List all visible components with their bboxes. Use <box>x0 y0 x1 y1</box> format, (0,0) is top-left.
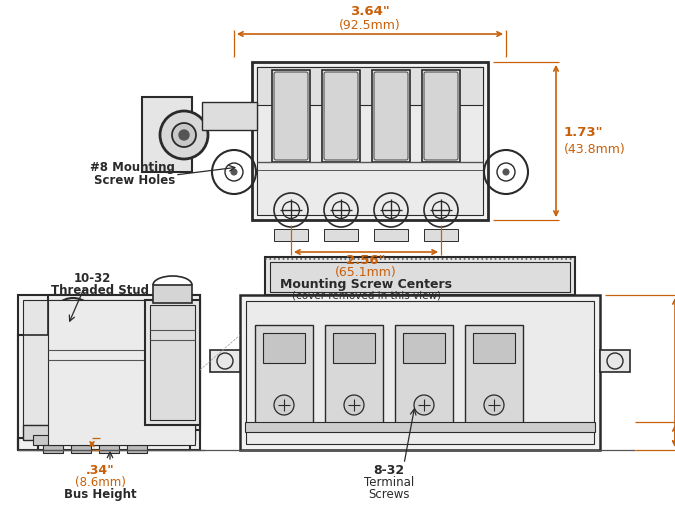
Bar <box>145 300 200 425</box>
Bar <box>324 229 358 241</box>
Text: Bus Height: Bus Height <box>63 488 136 501</box>
Text: (8.6mm): (8.6mm) <box>74 476 126 489</box>
Bar <box>255 325 313 425</box>
Text: (43.8mm): (43.8mm) <box>564 142 626 156</box>
Bar <box>23 425 195 440</box>
Bar <box>245 422 595 432</box>
Text: .34": .34" <box>86 464 114 477</box>
Bar <box>202 102 257 130</box>
Text: 2.56": 2.56" <box>346 254 385 267</box>
Text: Mounting Screw Centers: Mounting Screw Centers <box>280 278 452 291</box>
Circle shape <box>60 307 86 333</box>
Bar <box>265 257 575 295</box>
Circle shape <box>179 130 189 140</box>
Bar <box>395 325 453 425</box>
Text: (cover removed in this view): (cover removed in this view) <box>292 290 441 300</box>
Circle shape <box>274 395 294 415</box>
Circle shape <box>172 123 196 147</box>
Bar <box>325 325 383 425</box>
Circle shape <box>503 169 509 175</box>
Bar <box>43 445 63 453</box>
Text: #8 Mounting: #8 Mounting <box>90 161 175 174</box>
Bar <box>18 295 200 450</box>
Bar <box>23 300 155 425</box>
Text: 10-32: 10-32 <box>74 271 111 285</box>
Bar <box>257 67 483 215</box>
Text: 3.64": 3.64" <box>350 5 390 18</box>
Bar <box>465 325 523 425</box>
Bar <box>246 301 594 444</box>
Bar <box>142 97 192 172</box>
Bar <box>424 229 458 241</box>
Text: Screw Holes: Screw Holes <box>94 174 175 188</box>
Bar <box>274 229 308 241</box>
Text: Terminal: Terminal <box>364 476 414 489</box>
Circle shape <box>231 169 237 175</box>
Text: Screws: Screws <box>369 488 410 501</box>
Bar <box>240 295 600 450</box>
FancyBboxPatch shape <box>274 72 308 160</box>
Bar <box>33 435 185 445</box>
Bar <box>257 67 483 105</box>
Bar <box>263 333 305 363</box>
Bar <box>272 70 310 162</box>
Bar <box>333 333 375 363</box>
Bar <box>99 445 119 453</box>
Text: 8-32: 8-32 <box>373 464 404 477</box>
Bar <box>403 333 445 363</box>
Text: Threaded Stud: Threaded Stud <box>51 285 149 298</box>
Circle shape <box>414 395 434 415</box>
Bar <box>48 300 195 445</box>
Bar <box>473 333 515 363</box>
Bar <box>270 262 570 292</box>
Bar <box>153 285 192 303</box>
Bar <box>374 229 408 241</box>
Bar <box>71 445 91 453</box>
Bar <box>210 350 240 372</box>
Bar <box>127 445 147 453</box>
Polygon shape <box>18 295 200 450</box>
FancyBboxPatch shape <box>424 72 458 160</box>
Circle shape <box>51 298 95 342</box>
Bar <box>150 305 195 420</box>
FancyBboxPatch shape <box>324 72 358 160</box>
Text: 1.73": 1.73" <box>564 126 603 139</box>
Circle shape <box>68 315 78 325</box>
Bar <box>372 70 410 162</box>
FancyBboxPatch shape <box>374 72 408 160</box>
Bar <box>252 62 488 220</box>
Text: (92.5mm): (92.5mm) <box>339 19 401 32</box>
Bar <box>422 70 460 162</box>
Text: (65.1mm): (65.1mm) <box>335 266 397 279</box>
Bar <box>600 350 630 372</box>
Circle shape <box>344 395 364 415</box>
Circle shape <box>160 111 208 159</box>
Circle shape <box>484 395 504 415</box>
Bar <box>322 70 360 162</box>
